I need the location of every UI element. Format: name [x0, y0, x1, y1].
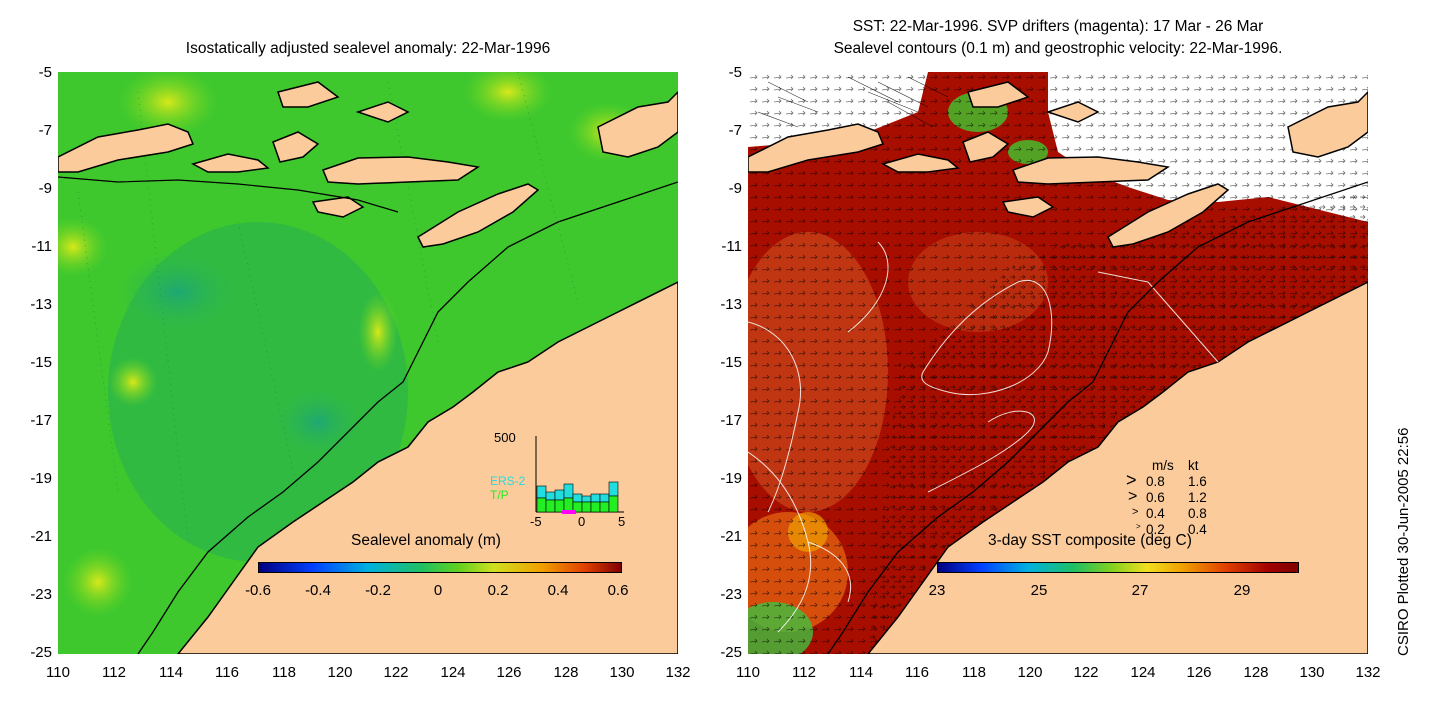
- right-map[interactable]: [748, 72, 1368, 654]
- sealevel-anomaly-map: [58, 72, 678, 654]
- x-tick: 118: [272, 664, 296, 681]
- legend-speed-kt: 0.4: [1188, 522, 1207, 537]
- legend-speed-ms: 0.2: [1146, 522, 1165, 537]
- y-tick: -21: [720, 528, 742, 545]
- legend-speed-ms: 0.8: [1146, 474, 1165, 489]
- colorbar-label: 0: [433, 582, 443, 599]
- y-tick: -23: [30, 586, 52, 603]
- legend-speed-kt: 1.2: [1188, 490, 1207, 505]
- x-tick: 114: [849, 664, 873, 681]
- x-tick: 114: [159, 664, 183, 681]
- arrow-icon: >: [1136, 522, 1141, 531]
- histogram-ymax-label: 500: [494, 430, 516, 445]
- x-tick: 122: [1073, 664, 1099, 681]
- y-tick: -9: [728, 180, 742, 197]
- x-tick: 128: [553, 664, 579, 681]
- y-tick: -9: [38, 180, 52, 197]
- y-tick: -11: [721, 238, 742, 255]
- left-map[interactable]: [58, 72, 678, 654]
- x-tick: 110: [46, 664, 70, 681]
- y-tick: -13: [30, 296, 52, 313]
- x-tick: 118: [962, 664, 986, 681]
- velocity-legend-header-ms: m/s: [1152, 458, 1174, 473]
- y-tick: -25: [30, 644, 52, 661]
- legend-speed-kt: 1.6: [1188, 474, 1207, 489]
- sst-colorbar-gradient: [937, 562, 1299, 573]
- colorbar-label: 0.4: [547, 582, 569, 599]
- histogram-x-label: 5: [618, 514, 626, 529]
- y-tick: -17: [720, 412, 742, 429]
- y-tick: -23: [720, 586, 742, 603]
- x-tick: 130: [609, 664, 635, 681]
- x-tick: 120: [327, 664, 353, 681]
- sealevel-colorbar-title: Sealevel anomaly (m): [351, 532, 501, 549]
- sst-map: [748, 72, 1368, 654]
- y-tick: -5: [38, 64, 52, 81]
- plot-credit: CSIRO Plotted 30-Jun-2005 22:56: [1395, 427, 1412, 656]
- sealevel-colorbar-gradient: [258, 562, 622, 573]
- right-panel-title-line2: Sealevel contours (0.1 m) and geostrophi…: [833, 40, 1283, 57]
- y-tick: -21: [30, 528, 52, 545]
- left-panel-title: Isostatically adjusted sealevel anomaly:…: [185, 40, 551, 57]
- colorbar-label: 29: [1233, 582, 1251, 599]
- y-tick: -11: [31, 238, 52, 255]
- y-tick: -5: [728, 64, 742, 81]
- histogram-x-label: 0: [578, 514, 586, 529]
- y-tick: -15: [720, 354, 742, 371]
- x-tick: 122: [383, 664, 409, 681]
- colorbar-label: -0.6: [245, 582, 271, 599]
- x-tick: 126: [1186, 664, 1212, 681]
- y-tick: -19: [720, 470, 742, 487]
- x-tick: 124: [1130, 664, 1156, 681]
- colorbar-label: -0.4: [305, 582, 331, 599]
- legend-speed-ms: 0.6: [1146, 490, 1165, 505]
- y-tick: -17: [30, 412, 52, 429]
- sst-colorbar-title: 3-day SST composite (deg C): [988, 532, 1192, 549]
- x-tick: 116: [215, 664, 239, 681]
- histogram-bars: [535, 436, 624, 514]
- x-tick: 116: [905, 664, 929, 681]
- y-tick: -15: [30, 354, 52, 371]
- colorbar-label: 25: [1030, 582, 1048, 599]
- colorbar-label: 27: [1131, 582, 1149, 599]
- x-tick: 112: [102, 664, 126, 681]
- x-tick: 112: [792, 664, 816, 681]
- y-tick: -7: [728, 122, 742, 139]
- histogram-series-label-ers2: ERS-2: [490, 474, 526, 488]
- y-tick: -7: [38, 122, 52, 139]
- colorbar-label: 0.2: [487, 582, 509, 599]
- y-tick: -13: [720, 296, 742, 313]
- x-tick: 132: [665, 664, 691, 681]
- x-tick: 110: [736, 664, 760, 681]
- arrow-icon: >: [1128, 488, 1138, 505]
- colorbar-label: -0.2: [365, 582, 391, 599]
- arrow-icon: >: [1126, 470, 1137, 490]
- y-tick: -25: [720, 644, 742, 661]
- histogram-x-label: -5: [530, 514, 542, 529]
- colorbar-label: 0.6: [607, 582, 629, 599]
- y-tick: -19: [30, 470, 52, 487]
- right-panel-title-line1: SST: 22-Mar-1996. SVP drifters (magenta)…: [852, 18, 1264, 35]
- x-tick: 132: [1355, 664, 1381, 681]
- legend-speed-kt: 0.8: [1188, 506, 1207, 521]
- velocity-legend-header-kt: kt: [1188, 458, 1199, 473]
- x-tick: 126: [496, 664, 522, 681]
- histogram-series-label-tp: T/P: [490, 488, 509, 502]
- x-tick: 124: [440, 664, 466, 681]
- arrow-icon: >: [1132, 506, 1139, 518]
- colorbar-label: 23: [928, 582, 946, 599]
- x-tick: 128: [1243, 664, 1269, 681]
- legend-speed-ms: 0.4: [1146, 506, 1165, 521]
- x-tick: 130: [1299, 664, 1325, 681]
- x-tick: 120: [1017, 664, 1043, 681]
